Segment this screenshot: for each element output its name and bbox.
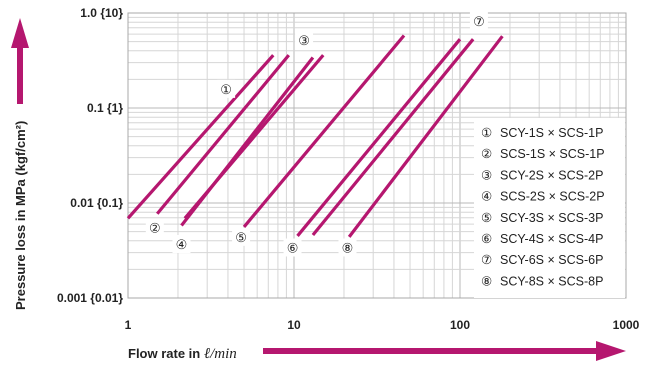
series-line-6 xyxy=(296,38,462,237)
marker-label: ⑤ xyxy=(235,230,247,245)
legend-marker: ⑦ xyxy=(481,253,492,267)
marker-label: ⑥ xyxy=(287,241,299,256)
y-axis-title-group: Pressure loss in MPa (kgf/cm²) xyxy=(11,18,29,310)
x-axis-arrow xyxy=(263,341,626,361)
marker-label: ② xyxy=(149,221,161,236)
legend-marker: ② xyxy=(481,147,492,161)
series-marker-5: ⑤ xyxy=(232,227,251,246)
y-tick-label: 0.001 {0.01} xyxy=(57,291,123,305)
y-axis-arrow xyxy=(11,18,29,104)
series-marker-2: ② xyxy=(145,218,164,237)
marker-bg xyxy=(338,238,357,257)
series-marker-1: ① xyxy=(217,79,236,98)
series-marker-8: ⑧ xyxy=(338,238,357,257)
series-line-1 xyxy=(126,54,275,220)
legend-item-1: ① SCY-1S × SCS-1P xyxy=(481,126,603,140)
x-tick-label: 1000 xyxy=(613,318,640,332)
marker-bg xyxy=(145,218,164,237)
series-line-5 xyxy=(242,34,406,228)
marker-label: ④ xyxy=(176,237,188,252)
legend-label: SCY-1S × SCS-1P xyxy=(500,126,603,140)
legend-label: SCY-3S × SCS-3P xyxy=(500,211,603,225)
x-tick-label: 1 xyxy=(125,318,132,332)
legend-background xyxy=(474,118,625,298)
legend-item-2: ② SCS-1S × SCS-1P xyxy=(481,147,605,161)
legend-marker: ⑥ xyxy=(481,232,492,246)
x-tick-label: 10 xyxy=(287,318,301,332)
marker-label: ⑧ xyxy=(342,241,354,256)
legend-item-3: ③ SCY-2S × SCS-2P xyxy=(481,168,603,182)
legend-item-5: ⑤ SCY-3S × SCS-3P xyxy=(481,211,603,225)
legend-label: SCY-2S × SCS-2P xyxy=(500,168,603,182)
tick-labels: 1 10 100 1000 1.0 {10} 0.1 {1} 0.01 {0.1} 0.001… xyxy=(57,6,640,332)
legend-marker: ③ xyxy=(481,168,492,182)
marker-bg xyxy=(295,30,314,49)
plot-border xyxy=(127,12,627,299)
legend-marker: ⑧ xyxy=(481,274,492,288)
y-tick-label: 0.1 {1} xyxy=(87,101,123,115)
legend-box xyxy=(474,118,625,298)
series-markers: ① ② ③ ④ ⑤ ⑥ ⑦ ⑧ xyxy=(145,12,488,257)
series-marker-6: ⑥ xyxy=(283,238,302,257)
series-marker-4: ④ xyxy=(172,235,191,254)
legend-item-7: ⑦ SCY-6S × SCS-6P xyxy=(481,253,603,267)
legend-marker: ④ xyxy=(481,190,492,204)
legend-item-6: ⑥ SCY-4S × SCS-4P xyxy=(481,232,603,246)
x-tick-label: 100 xyxy=(450,318,470,332)
y-axis-title: Pressure loss in MPa (kgf/cm²) xyxy=(13,121,28,310)
y-tick-label: 0.01 {0.1} xyxy=(70,196,123,210)
series-line-4 xyxy=(180,56,315,227)
legend-label: SCS-1S × SCS-1P xyxy=(500,147,605,161)
marker-bg xyxy=(217,79,236,98)
series-line-8 xyxy=(347,35,504,238)
marker-bg xyxy=(172,235,191,254)
legend-label: SCY-8S × SCS-8P xyxy=(500,274,603,288)
legend-item-4: ④ SCS-2S × SCS-2P xyxy=(481,190,605,204)
marker-label: ⑦ xyxy=(473,14,485,29)
x-axis-title-group: Flow rate in ℓ/min xyxy=(128,341,626,362)
series-marker-3: ③ xyxy=(295,30,314,49)
legend: ① SCY-1S × SCS-1P ② SCS-1S × SCS-1P ③ SCY-2S … xyxy=(481,126,605,288)
legend-label: SCS-2S × SCS-2P xyxy=(500,190,605,204)
plot-frame xyxy=(127,12,627,299)
marker-label: ① xyxy=(220,82,232,97)
legend-item-8: ⑧ SCY-8S × SCS-8P xyxy=(481,274,603,288)
legend-label: SCY-6S × SCS-6P xyxy=(500,253,603,267)
legend-label: SCY-4S × SCS-4P xyxy=(500,232,603,246)
marker-bg xyxy=(283,238,302,257)
marker-bg xyxy=(469,12,488,31)
y-tick-label: 1.0 {10} xyxy=(80,6,123,20)
legend-marker: ⑤ xyxy=(481,211,492,225)
series-line-2 xyxy=(155,54,290,215)
marker-bg xyxy=(232,227,251,246)
legend-marker: ① xyxy=(481,126,492,140)
marker-label: ③ xyxy=(298,33,310,48)
series-line-7 xyxy=(311,38,475,237)
series-lines xyxy=(126,34,504,238)
x-axis-title: Flow rate in ℓ/min xyxy=(128,346,237,362)
series-marker-7: ⑦ xyxy=(469,12,488,31)
